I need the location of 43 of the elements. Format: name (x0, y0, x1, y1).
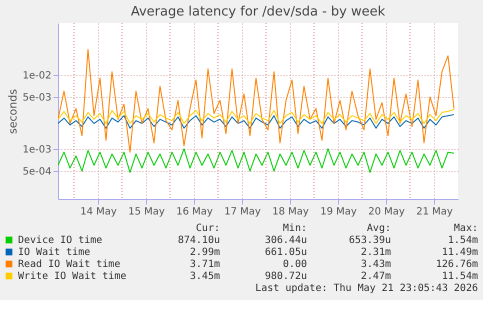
text: 3.45m (190, 271, 220, 282)
line-series (58, 108, 454, 124)
text: 11.54m (442, 271, 478, 282)
x-tick-label: 15 May (128, 206, 165, 218)
y-axis-title: seconds (6, 88, 20, 134)
y-tick-label: 1e-03 (22, 144, 52, 156)
x-tick-label: 17 May (224, 206, 261, 218)
text: 1.54m (448, 235, 478, 246)
legend-label: IO Wait time (18, 247, 90, 258)
x-tick-label: 18 May (272, 206, 309, 218)
text: 2.47m (360, 271, 391, 282)
text: 874.10u (178, 235, 220, 246)
legend-label: Device IO time (18, 235, 102, 246)
line-series (58, 114, 454, 129)
text: Min: (282, 223, 307, 234)
x-tick-label: 14 May (80, 206, 117, 218)
line-series (58, 48, 454, 153)
text: 980.72u (264, 271, 307, 282)
text: 661.05u (264, 247, 307, 258)
text: 653.39u (348, 235, 391, 246)
legend-label: Write IO Wait time (18, 271, 126, 282)
y-tick-label: 5e-04 (22, 166, 52, 178)
text: Avg: (366, 223, 391, 234)
y-tick-label: 5e-03 (22, 92, 52, 104)
text: Max: (454, 223, 478, 234)
text: 306.44u (264, 235, 307, 246)
text: 126.76m (436, 259, 478, 270)
legend-label: Read IO Wait time (18, 259, 120, 270)
text: 11.49m (442, 247, 478, 258)
text: 2.99m (190, 247, 220, 258)
x-tick-label: 20 May (368, 206, 405, 218)
text: 2.31m (360, 247, 391, 258)
chart-title: Average latency for /dev/sda - by week (130, 4, 386, 20)
text: Last update: Thu May 21 23:05:43 2026 (255, 283, 478, 294)
x-tick-label: 21 May (416, 206, 453, 218)
line-series (58, 148, 454, 173)
text: Cur: (196, 223, 220, 234)
text: 3.71m (190, 259, 220, 270)
y-tick-label: 1e-02 (22, 70, 52, 82)
text: 0.00 (282, 259, 307, 270)
x-tick-label: 16 May (176, 206, 213, 218)
text: 3.43m (360, 259, 391, 270)
x-tick-label: 19 May (320, 206, 357, 218)
